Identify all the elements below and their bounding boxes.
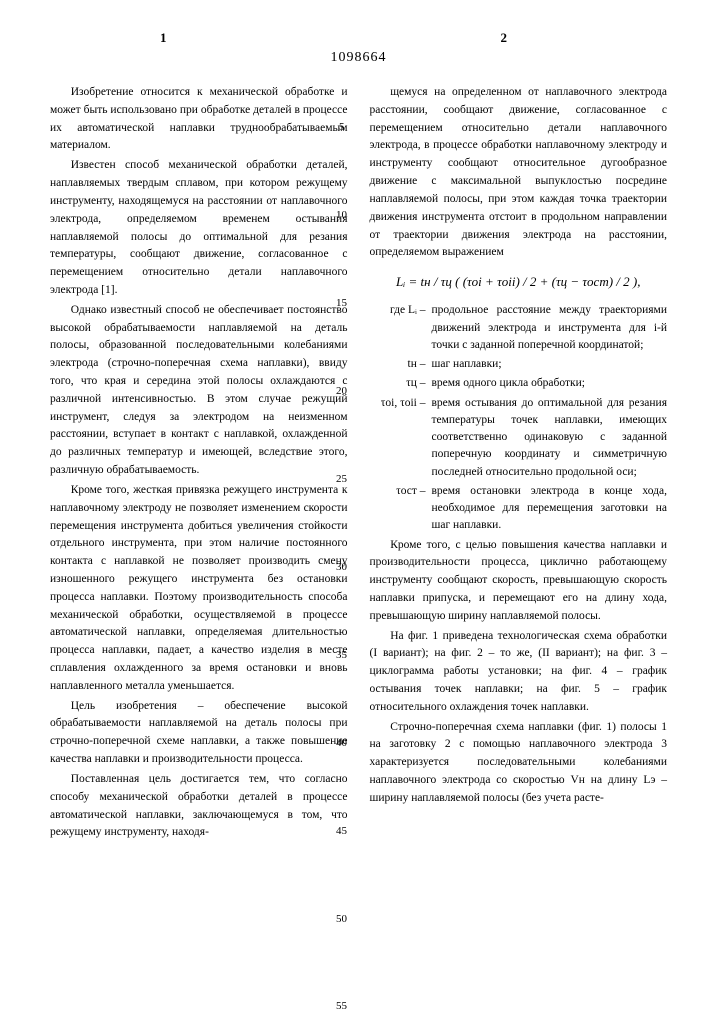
header-page-left: 1: [160, 30, 167, 46]
where-row: τoi, τoii – время остывания до оптимальн…: [370, 395, 668, 481]
line-number: 10: [336, 209, 347, 221]
paragraph: Кроме того, жесткая привязка режущего ин…: [50, 482, 348, 696]
paragraph: Кроме того, с целью повышения качества н…: [370, 537, 668, 626]
where-row: где Lᵢ – продольное расстояние между тра…: [370, 302, 668, 354]
line-number: 20: [336, 385, 347, 397]
line-number: 15: [336, 297, 347, 309]
paragraph: Изобретение относится к механической обр…: [50, 84, 348, 155]
text-columns: Изобретение относится к механической обр…: [50, 84, 667, 842]
where-row: tн – шаг наплавки;: [370, 356, 668, 373]
where-block: где Lᵢ – продольное расстояние между тра…: [370, 302, 668, 534]
paragraph: Цель изобретения – обеспечение высокой о…: [50, 698, 348, 769]
where-text: время остывания до оптимальной для резан…: [432, 395, 668, 481]
header-page-right: 2: [501, 30, 508, 46]
where-label: τoi, τoii –: [370, 395, 432, 481]
formula: Lᵢ = tн / τц ( (τoi + τoii) / 2 + (τц − …: [370, 272, 668, 292]
where-label: τц –: [370, 375, 432, 392]
line-number: 50: [336, 913, 347, 925]
line-number: 5: [339, 121, 345, 133]
where-text: время одного цикла обработки;: [432, 375, 668, 392]
where-text: время остановки электрода в конце хода, …: [432, 483, 668, 535]
document-number: 1098664: [50, 50, 667, 66]
line-number: 30: [336, 561, 347, 573]
where-row: τц – время одного цикла обработки;: [370, 375, 668, 392]
where-label: где Lᵢ –: [370, 302, 432, 354]
where-text: продольное расстояние между траекториями…: [432, 302, 668, 354]
paragraph: щемуся на определенном от наплавочного э…: [370, 84, 668, 262]
header-row: 1 2: [50, 30, 667, 46]
paragraph: На фиг. 1 приведена технологическая схем…: [370, 628, 668, 717]
line-number: 35: [336, 649, 347, 661]
page: 1 2 1098664 5 10 15 20 25 30 35 40 45 50…: [0, 0, 707, 872]
where-label: τост –: [370, 483, 432, 535]
line-number: 40: [336, 737, 347, 749]
line-number: 45: [336, 825, 347, 837]
paragraph: Поставленная цель достигается тем, что с…: [50, 771, 348, 842]
where-row: τост – время остановки электрода в конце…: [370, 483, 668, 535]
line-number: 25: [336, 473, 347, 485]
paragraph: Известен способ механической обработки д…: [50, 157, 348, 300]
where-label: tн –: [370, 356, 432, 373]
paragraph: Строчно-поперечная схема наплавки (фиг. …: [370, 719, 668, 808]
paragraph: Однако известный способ не обеспечивает …: [50, 302, 348, 480]
where-text: шаг наплавки;: [432, 356, 668, 373]
line-number: 55: [336, 1000, 347, 1012]
